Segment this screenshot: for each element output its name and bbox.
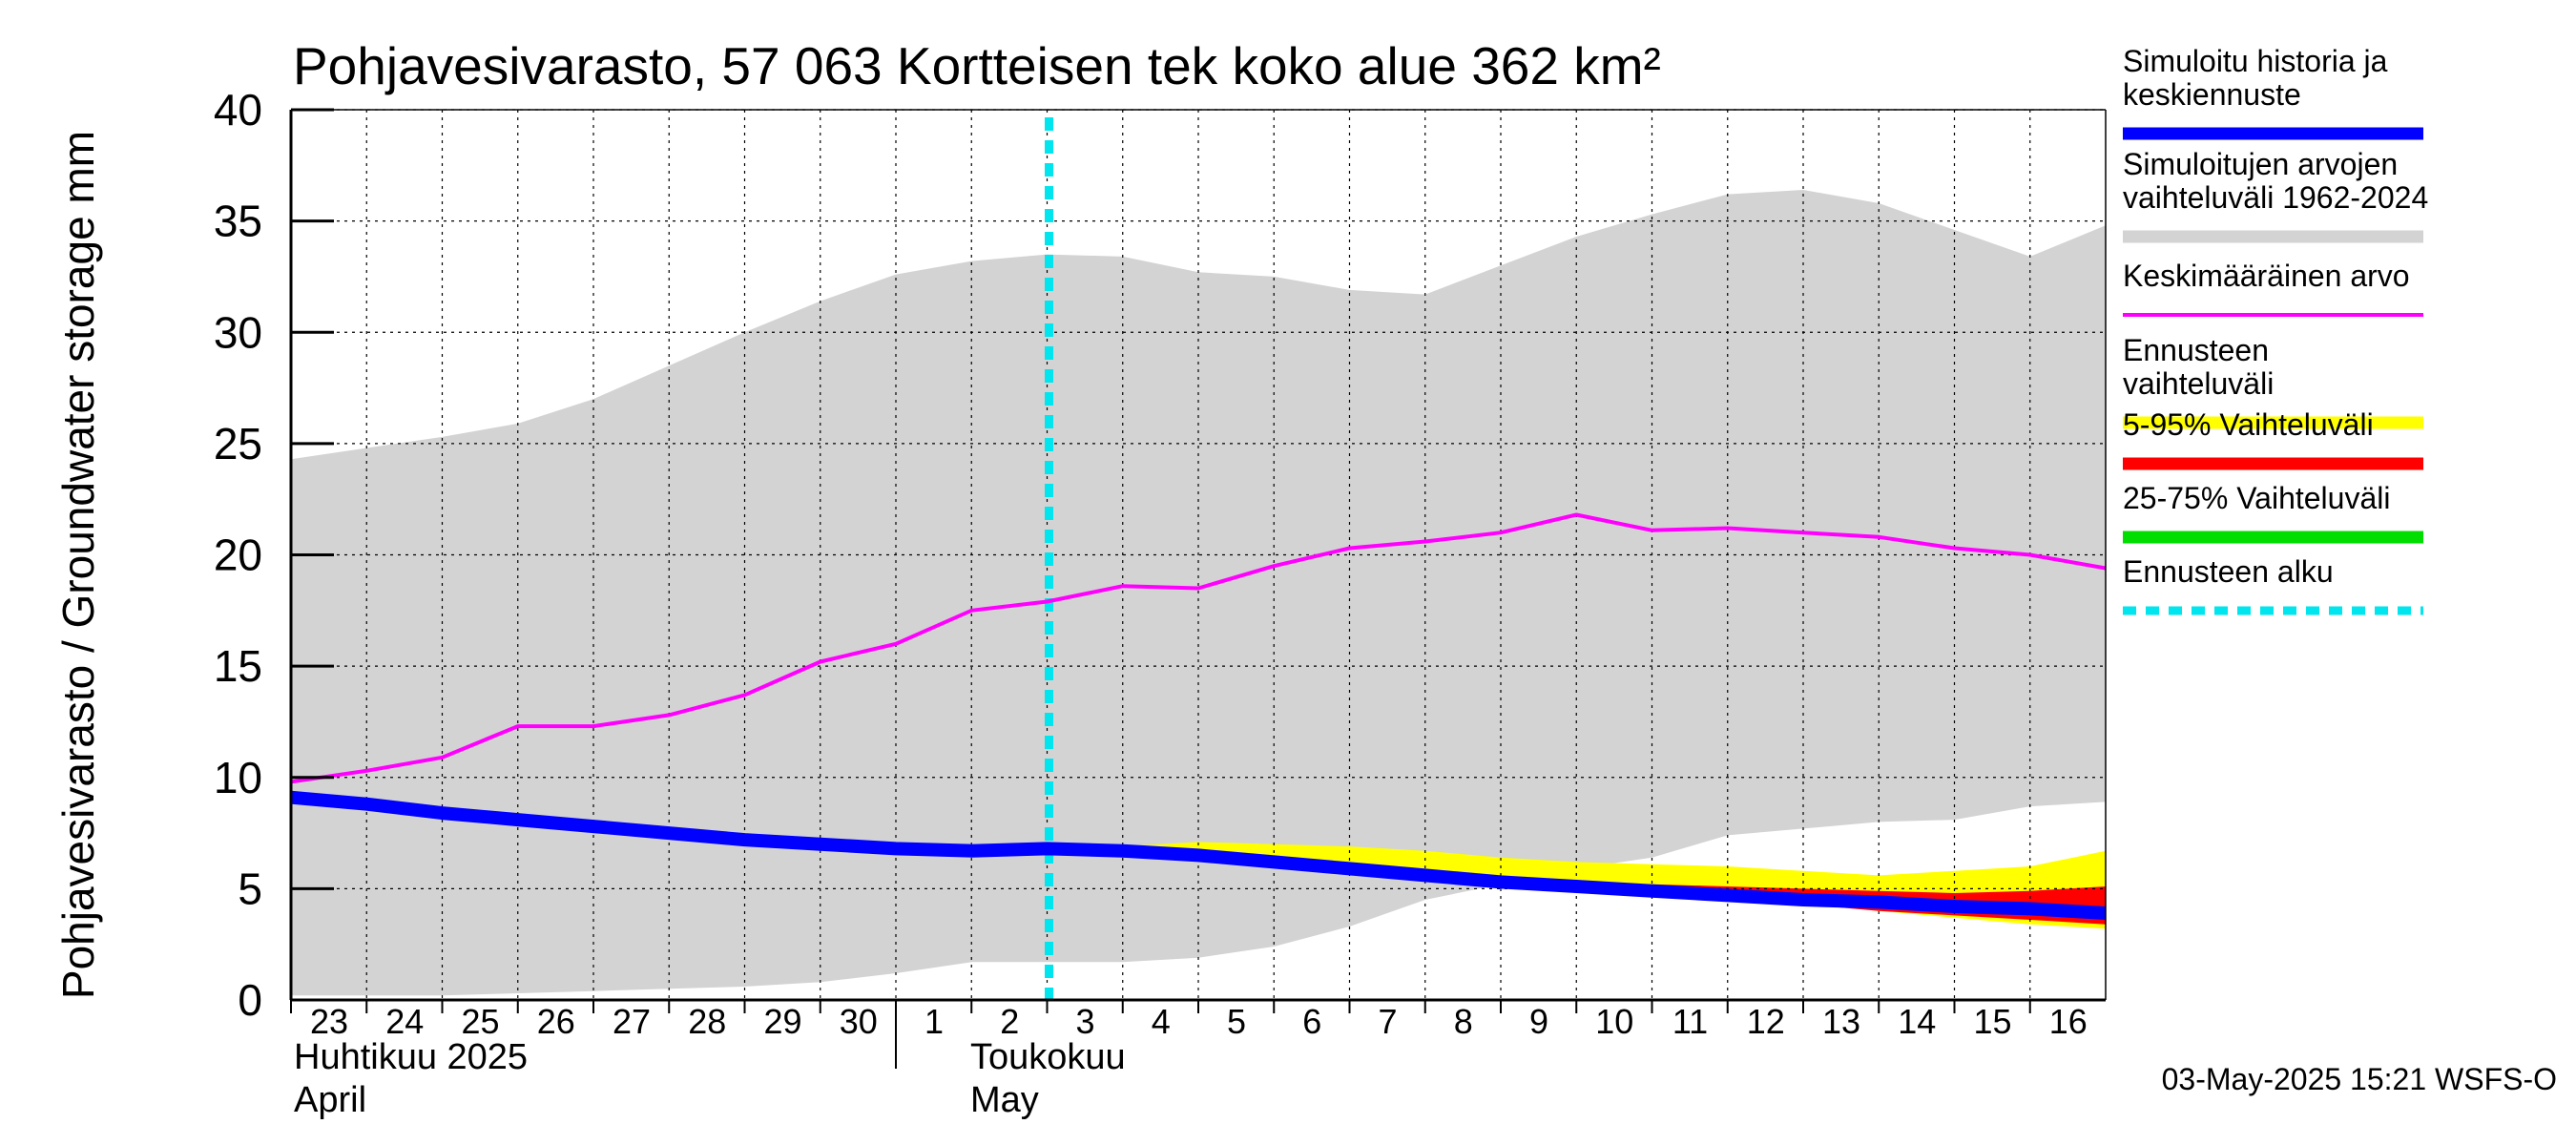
y-tick-label: 40 — [214, 85, 262, 135]
legend-label: 25-75% Vaihteluväli — [2123, 481, 2390, 515]
legend-label: Simuloitu historia ja — [2123, 44, 2388, 78]
x-tick-label: 7 — [1378, 1002, 1397, 1041]
x-tick-label: 9 — [1529, 1002, 1548, 1041]
legend-label: Ennusteen — [2123, 333, 2269, 367]
legend-label: keskiennuste — [2123, 77, 2301, 112]
x-tick-label: 23 — [310, 1002, 348, 1041]
x-tick-label: 14 — [1898, 1002, 1936, 1041]
x-tick-label: 24 — [385, 1002, 424, 1041]
legend-label: vaihteluväli 1962-2024 — [2123, 180, 2428, 215]
month-label-fi: Toukokuu — [970, 1037, 1126, 1077]
x-tick-label: 26 — [537, 1002, 575, 1041]
x-tick-label: 4 — [1152, 1002, 1171, 1041]
series-line-keskim-r-inen-arvo — [290, 512, 2107, 784]
legend-label: Ennusteen alku — [2123, 554, 2334, 589]
legend-label: Keskimääräinen arvo — [2123, 259, 2410, 293]
x-tick-label: 11 — [1672, 1002, 1708, 1041]
month-label-fi: Huhtikuu 2025 — [294, 1037, 528, 1077]
x-tick-label: 5 — [1227, 1002, 1246, 1041]
x-tick-label: 25 — [461, 1002, 499, 1041]
series-lines — [290, 117, 2107, 1000]
y-tick-label: 0 — [238, 975, 262, 1025]
month-label-en: April — [294, 1080, 366, 1120]
y-axis-label: Pohjavesivarasto / Groundwater storage m… — [53, 131, 103, 999]
legend-label: 5-95% Vaihteluväli — [2123, 407, 2374, 442]
month-label-en: May — [970, 1080, 1039, 1120]
legend-label: vaihteluväli — [2123, 366, 2274, 401]
legend-label: Simuloitujen arvojen — [2123, 147, 2398, 181]
series-line-simuloitu-historia-ja-keskiennuste — [290, 790, 2107, 920]
chart-title: Pohjavesivarasto, 57 063 Kortteisen tek … — [293, 36, 1661, 95]
x-tick-label: 12 — [1747, 1002, 1785, 1041]
y-tick-label: 15 — [214, 641, 262, 691]
x-tick-label: 16 — [2049, 1002, 2088, 1041]
x-tick-label: 1 — [924, 1002, 944, 1041]
x-tick-label: 6 — [1302, 1002, 1321, 1041]
y-tick-label: 35 — [214, 197, 262, 246]
x-tick-label: 2 — [1000, 1002, 1019, 1041]
x-tick-label: 28 — [688, 1002, 726, 1041]
x-tick-label: 15 — [1973, 1002, 2011, 1041]
y-tick-label: 20 — [214, 531, 262, 580]
y-tick-label: 25 — [214, 419, 262, 468]
y-tick-label: 10 — [214, 753, 262, 802]
timestamp: 03-May-2025 15:21 WSFS-O — [2162, 1062, 2557, 1096]
y-tick-label: 5 — [238, 864, 262, 913]
x-tick-label: 10 — [1595, 1002, 1633, 1041]
y-tick-label: 30 — [214, 307, 262, 357]
x-tick-label: 13 — [1822, 1002, 1860, 1041]
x-tick-label: 30 — [840, 1002, 878, 1041]
x-tick-label: 27 — [613, 1002, 651, 1041]
x-tick-label: 3 — [1075, 1002, 1094, 1041]
x-tick-label: 29 — [763, 1002, 801, 1041]
x-tick-label: 8 — [1454, 1002, 1473, 1041]
